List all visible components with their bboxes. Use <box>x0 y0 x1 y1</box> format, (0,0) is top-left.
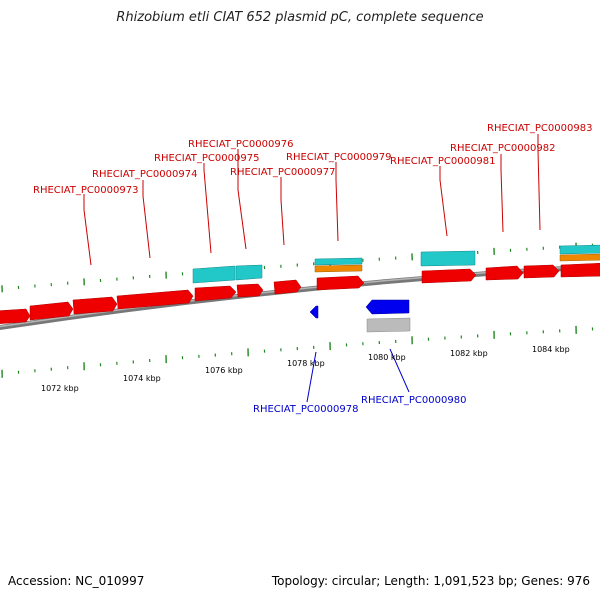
orange-feature[interactable] <box>314 264 363 273</box>
reverse-gene-arrow[interactable] <box>365 299 410 315</box>
gene-label-0000973[interactable]: RHECIAT_PC0000973 <box>33 185 138 196</box>
inner-tick-row <box>1 325 594 378</box>
gene-label-0000981[interactable]: RHECIAT_PC0000981 <box>390 156 495 167</box>
gene-label-0000983[interactable]: RHECIAT_PC0000983 <box>487 123 592 134</box>
scale-label: 1078 kbp <box>287 359 325 368</box>
forward-gene-labels: RHECIAT_PC0000973 RHECIAT_PC0000974 RHEC… <box>33 123 592 196</box>
orange-feature[interactable] <box>559 253 600 262</box>
forward-leader-lines <box>83 134 541 266</box>
gene-label-0000978[interactable]: RHECIAT_PC0000978 <box>253 404 358 415</box>
scale-label: 1080 kbp <box>368 353 406 362</box>
map-title: Rhizobium etli CIAT 652 plasmid pC, comp… <box>116 10 484 25</box>
forward-gene-arrow[interactable] <box>560 262 600 278</box>
cyan-feature[interactable] <box>314 257 363 266</box>
feature-bars <box>192 244 600 284</box>
scale-label: 1076 kbp <box>205 366 243 375</box>
scale-label: 1082 kbp <box>450 349 488 358</box>
cyan-feature[interactable] <box>192 265 236 284</box>
forward-gene-arrow[interactable] <box>0 308 31 324</box>
gene-label-0000982[interactable]: RHECIAT_PC0000982 <box>450 143 555 154</box>
scale-labels: 1072 kbp 1074 kbp 1076 kbp 1078 kbp 1080… <box>41 345 570 393</box>
forward-gene-arrow[interactable] <box>29 301 74 321</box>
backbone-highlight <box>0 264 600 328</box>
forward-gene-arrow[interactable] <box>116 289 194 310</box>
scale-label: 1072 kbp <box>41 384 79 393</box>
accession-text: Accession: NC_010997 <box>8 574 145 588</box>
cyan-feature[interactable] <box>420 250 476 267</box>
cyan-feature[interactable] <box>559 244 600 255</box>
forward-gene-arrow[interactable] <box>421 268 477 284</box>
forward-gene-arrow[interactable] <box>194 285 237 302</box>
reverse-genes <box>309 299 410 319</box>
cyan-feature[interactable] <box>235 264 263 281</box>
gene-label-0000980[interactable]: RHECIAT_PC0000980 <box>361 395 466 406</box>
reverse-gene-labels: RHECIAT_PC0000978 RHECIAT_PC0000980 <box>253 395 466 415</box>
forward-gene-arrow[interactable] <box>236 283 264 298</box>
scale-label: 1074 kbp <box>123 374 161 383</box>
forward-gene-arrow[interactable] <box>316 275 365 291</box>
gene-label-0000974[interactable]: RHECIAT_PC0000974 <box>92 169 197 180</box>
backbone-line <box>0 264 600 331</box>
scale-label: 1084 kbp <box>532 345 570 354</box>
gene-label-0000976[interactable]: RHECIAT_PC0000976 <box>188 139 293 150</box>
reverse-gene-arrow[interactable] <box>309 305 319 319</box>
forward-gene-arrow[interactable] <box>273 279 302 295</box>
gene-label-0000979[interactable]: RHECIAT_PC0000979 <box>286 152 391 163</box>
forward-gene-arrow[interactable] <box>72 296 118 315</box>
forward-genes <box>0 262 600 324</box>
gene-label-0000975[interactable]: RHECIAT_PC0000975 <box>154 153 259 164</box>
reverse-leader-lines <box>306 348 410 403</box>
genome-summary-text: Topology: circular; Length: 1,091,523 bp… <box>271 574 590 588</box>
gene-label-0000977[interactable]: RHECIAT_PC0000977 <box>230 167 335 178</box>
forward-gene-arrow[interactable] <box>523 264 560 279</box>
gray-feature[interactable] <box>366 317 411 333</box>
forward-gene-arrow[interactable] <box>485 265 524 281</box>
